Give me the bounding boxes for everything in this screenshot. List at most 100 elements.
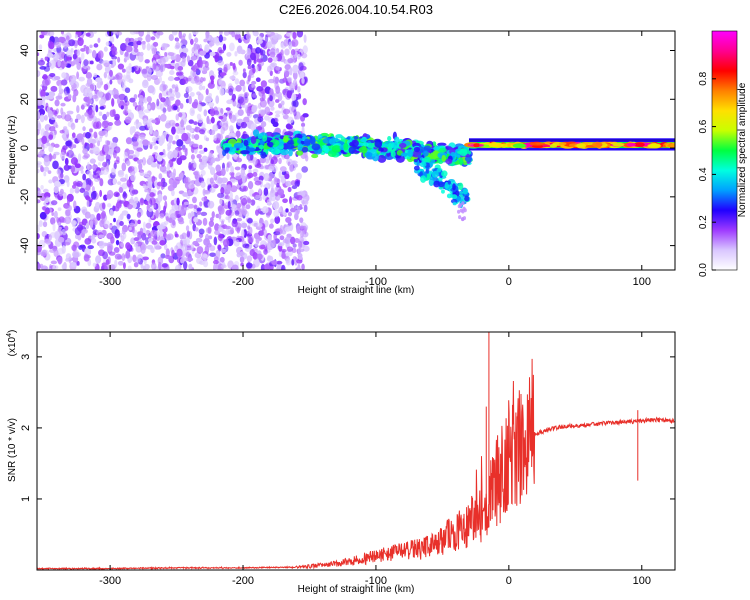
heatmap-cell bbox=[122, 109, 128, 115]
heatmap-cell bbox=[141, 68, 148, 75]
heatmap-cell bbox=[109, 264, 116, 270]
heatmap-cell bbox=[51, 211, 55, 216]
heatmap-cell bbox=[60, 151, 66, 160]
heatmap-cell bbox=[413, 146, 421, 153]
snr-y-scale-close: ) bbox=[7, 330, 18, 333]
heatmap-cell bbox=[117, 63, 125, 70]
heatmap-cell bbox=[119, 220, 124, 227]
heatmap-cell bbox=[84, 142, 88, 147]
heatmap-cell bbox=[243, 116, 250, 123]
heatmap-cell bbox=[107, 75, 111, 80]
heatmap-cell bbox=[242, 243, 250, 249]
heatmap-cell bbox=[168, 119, 176, 126]
heatmap-cell bbox=[114, 120, 122, 126]
heatmap-cell bbox=[226, 153, 230, 160]
heatmap-cell bbox=[91, 50, 97, 59]
heatmap-cell bbox=[284, 64, 291, 71]
heatmap-cell bbox=[263, 184, 269, 188]
heatmap-cell bbox=[269, 94, 273, 102]
spectrogram-frame bbox=[36, 30, 676, 271]
heatmap-cell bbox=[80, 52, 85, 60]
heatmap-cell bbox=[238, 59, 243, 66]
heatmap-cell bbox=[218, 205, 224, 214]
heatmap-cell bbox=[358, 146, 368, 153]
heatmap-cell bbox=[303, 34, 307, 43]
heatmap-cell bbox=[175, 134, 180, 140]
heatmap-cell bbox=[159, 151, 164, 156]
heatmap-cell bbox=[85, 184, 91, 191]
heatmap-cell bbox=[105, 154, 111, 162]
heatmap-cell bbox=[54, 110, 58, 117]
heatmap-cell bbox=[66, 86, 70, 94]
heatmap-cell bbox=[92, 262, 97, 268]
heatmap-cell bbox=[162, 195, 168, 201]
heatmap-cell bbox=[274, 191, 279, 197]
heatmap-cell bbox=[125, 160, 131, 166]
heatmap-cell bbox=[160, 222, 167, 230]
heatmap-cell bbox=[75, 234, 79, 239]
heatmap-cell bbox=[73, 200, 77, 209]
y-tick-label: 0 bbox=[19, 145, 31, 151]
heatmap-cell bbox=[52, 222, 56, 232]
x-tick-label: 0 bbox=[506, 575, 512, 587]
y-tick-label: 40 bbox=[19, 44, 31, 56]
heatmap-cell bbox=[40, 251, 47, 257]
heatmap-cell bbox=[144, 97, 148, 104]
heatmap-cell bbox=[151, 119, 157, 124]
heatmap-cell bbox=[37, 244, 42, 253]
heatmap-cell bbox=[176, 139, 184, 147]
heatmap-cell bbox=[201, 253, 208, 261]
heatmap-cell bbox=[121, 182, 128, 190]
heatmap-cell bbox=[172, 181, 178, 189]
heatmap-cell bbox=[139, 170, 145, 177]
heatmap-cell bbox=[273, 176, 278, 185]
heatmap-cell bbox=[187, 203, 195, 209]
x-tick-label: 0 bbox=[506, 276, 512, 288]
heatmap-cell bbox=[158, 63, 166, 73]
heatmap-cell bbox=[283, 39, 289, 47]
heatmap-cell bbox=[257, 116, 264, 123]
heatmap-cell bbox=[488, 142, 504, 148]
heatmap-cell bbox=[284, 48, 290, 56]
heatmap-cell bbox=[199, 129, 206, 135]
heatmap-cell bbox=[46, 52, 54, 58]
y-tick-label: -20 bbox=[19, 189, 31, 205]
heatmap-cell bbox=[422, 150, 429, 157]
heatmap-cell bbox=[70, 165, 76, 173]
heatmap-cell bbox=[234, 51, 238, 57]
heatmap-cell bbox=[246, 31, 250, 35]
heatmap-cell bbox=[225, 107, 231, 111]
heatmap-cell bbox=[128, 226, 132, 231]
heatmap-cell bbox=[37, 168, 40, 174]
heatmap-cell bbox=[209, 51, 216, 57]
heatmap-cell bbox=[213, 236, 218, 246]
heatmap-cell bbox=[441, 189, 445, 194]
heatmap-cell bbox=[263, 172, 270, 182]
heatmap-cell bbox=[171, 31, 178, 36]
heatmap-cell bbox=[252, 31, 259, 37]
heatmap-cell bbox=[149, 192, 155, 198]
heatmap-cell bbox=[236, 45, 243, 55]
heatmap-cell bbox=[353, 135, 359, 140]
heatmap-cell bbox=[37, 139, 42, 148]
heatmap-cell bbox=[53, 76, 61, 81]
heatmap-cell bbox=[151, 47, 156, 55]
heatmap-cell bbox=[138, 110, 144, 115]
heatmap-cell bbox=[198, 162, 205, 171]
heatmap-cell bbox=[196, 207, 203, 212]
heatmap-cell bbox=[103, 144, 110, 153]
heatmap-cell bbox=[95, 255, 102, 264]
heatmap-cell bbox=[302, 199, 305, 207]
heatmap-cell bbox=[150, 74, 159, 81]
heatmap-cell bbox=[203, 189, 210, 194]
heatmap-cell bbox=[199, 50, 206, 56]
heatmap-cell bbox=[159, 165, 167, 173]
heatmap-cell bbox=[126, 179, 132, 187]
heatmap-cell bbox=[419, 161, 427, 168]
heatmap-cell bbox=[245, 262, 253, 269]
heatmap-cell bbox=[328, 138, 336, 145]
heatmap-cell bbox=[261, 206, 269, 214]
heatmap-cell bbox=[279, 166, 287, 172]
heatmap-cell bbox=[242, 185, 248, 192]
